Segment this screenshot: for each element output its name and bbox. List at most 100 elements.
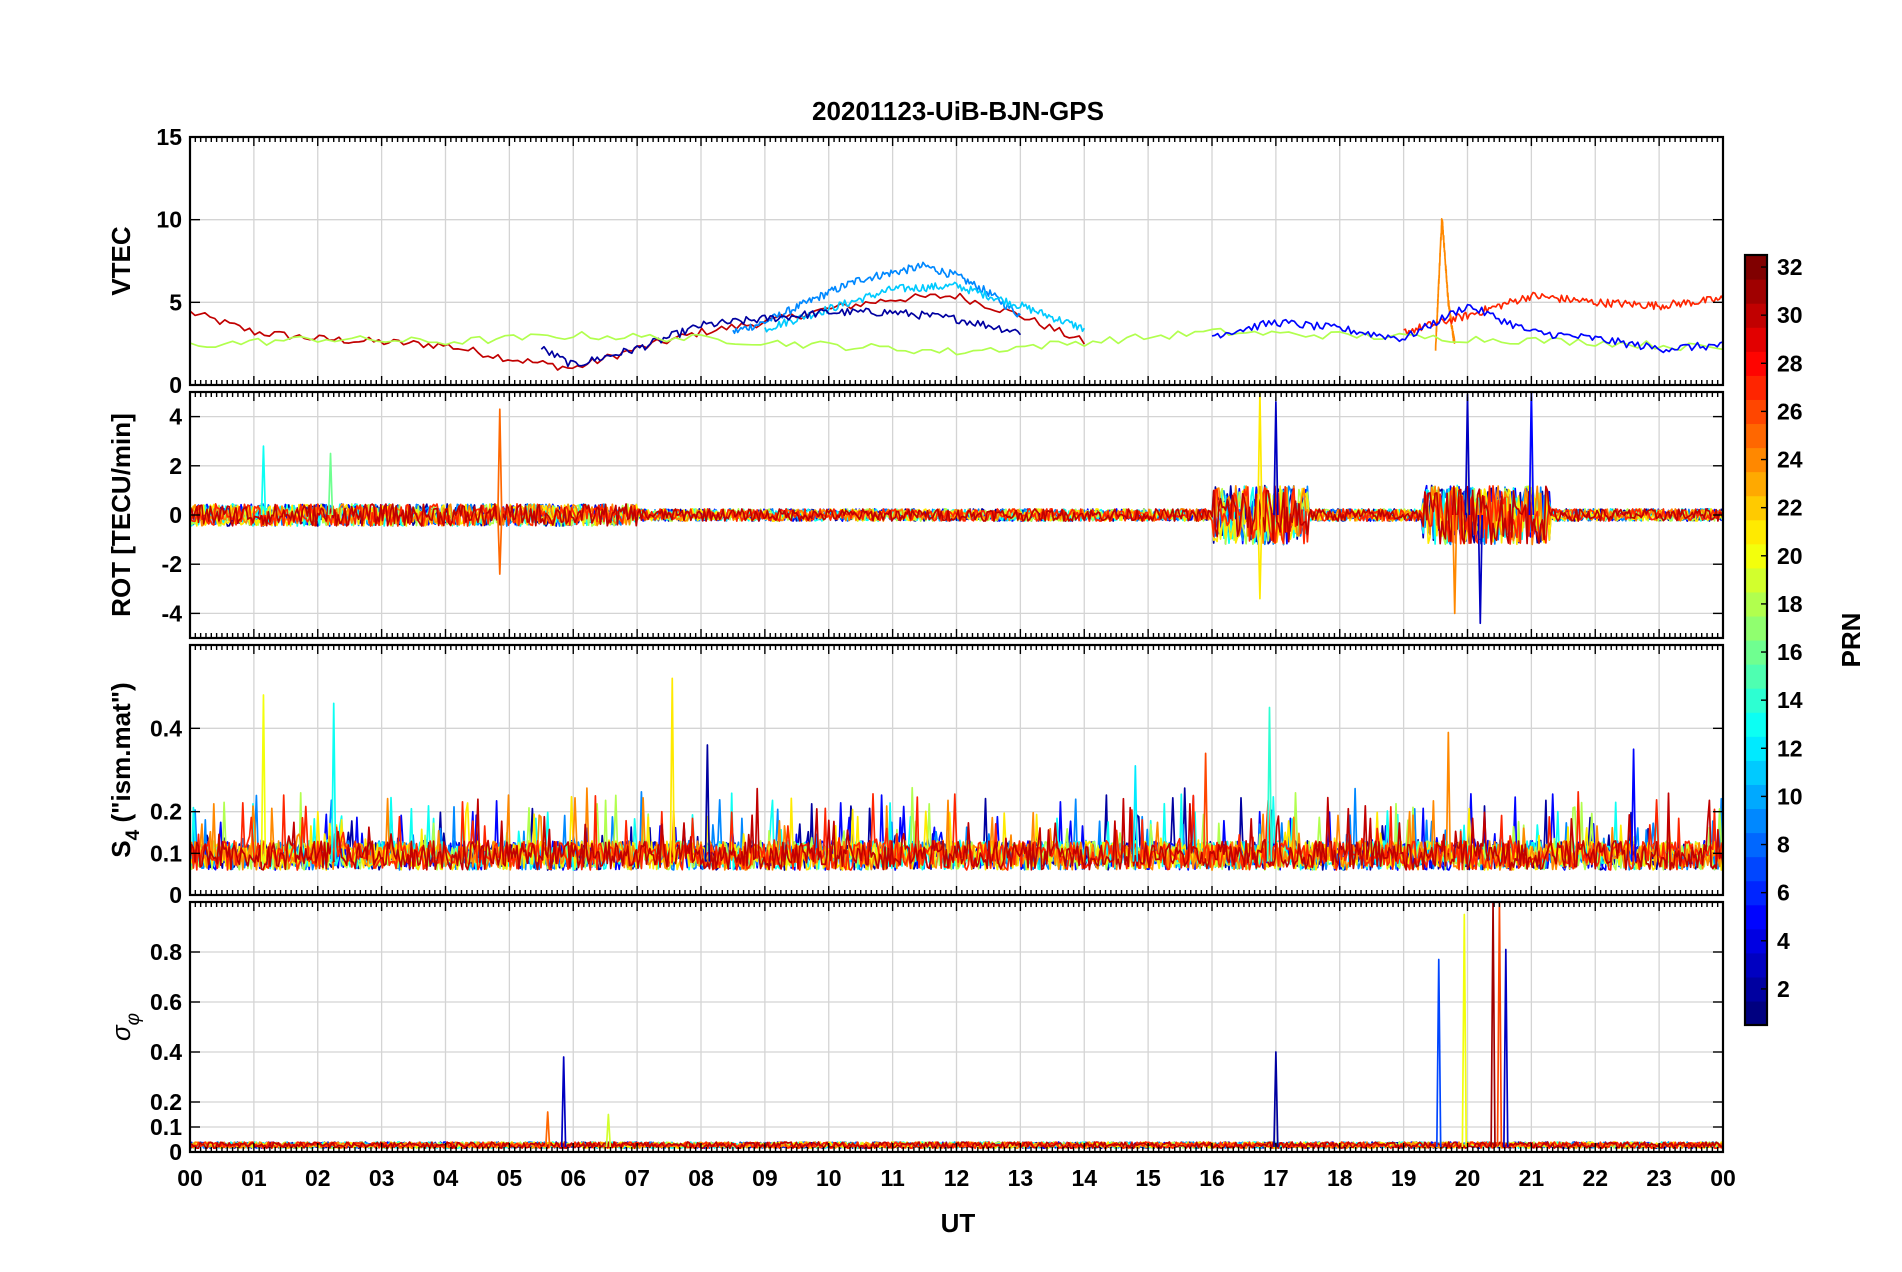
colorbar-swatch [1745, 375, 1767, 400]
colorbar-swatch [1745, 423, 1767, 449]
y-axis-label-sigma: σφ [106, 1013, 144, 1041]
rot-spike-prn-21 [1257, 392, 1263, 516]
colorbar-tick-label: 14 [1777, 687, 1803, 713]
sigma-spike-prn-26 [1496, 902, 1503, 1148]
s4-spike-prn-24 [1445, 731, 1452, 862]
rot-spike-prn-5 [1528, 392, 1535, 516]
y-tick-label-sigma: 0.1 [150, 1114, 182, 1140]
y-tick-label-s4: 0 [169, 882, 182, 908]
y-axis-label-s4: S4 ("ism.mat") [106, 682, 144, 857]
x-tick-label: 17 [1263, 1165, 1289, 1191]
chart-title: 20201123-UiB-BJN-GPS [812, 96, 1104, 126]
s4-spike-prn-5 [1630, 748, 1637, 862]
s4-spike-prn-13 [330, 702, 337, 862]
x-tick-label: 01 [241, 1165, 267, 1191]
traces-s4 [190, 677, 1723, 871]
x-tick-label: 23 [1646, 1165, 1672, 1191]
colorbar-swatch [1745, 640, 1767, 665]
y-tick-label-rot: -2 [162, 551, 182, 577]
colorbar-swatch [1745, 976, 1767, 1002]
y-tick-label-sigma: 0.2 [150, 1089, 182, 1115]
colorbar-swatch [1745, 784, 1767, 810]
sigma-spike-prn-19 [605, 1113, 612, 1148]
x-tick-label: 05 [497, 1165, 523, 1191]
sigma-spike-prn-25 [544, 1111, 551, 1148]
x-tick-label: 22 [1582, 1165, 1608, 1191]
colorbar-swatch [1745, 255, 1767, 280]
colorbar-tick-label: 20 [1777, 543, 1803, 569]
rot-spike-prn-25 [497, 408, 503, 516]
rot-spike-prn-25 [497, 514, 503, 575]
colorbar-swatch [1745, 303, 1767, 328]
x-tick-label: 21 [1519, 1165, 1545, 1191]
rot-spike-prn-24 [1451, 514, 1458, 615]
s4-spike-prn-14 [1266, 706, 1273, 862]
x-tick-label: 16 [1199, 1165, 1225, 1191]
y-tick-label-sigma: 0.4 [150, 1039, 182, 1065]
s4-spike-prn-2 [704, 744, 711, 862]
y-tick-label-rot: 4 [169, 404, 182, 430]
colorbar-swatch [1745, 327, 1767, 352]
colorbar-swatch [1745, 952, 1767, 978]
colorbar-tick-label: 18 [1777, 591, 1803, 617]
y-tick-label-rot: 2 [169, 453, 182, 479]
colorbar-swatch [1745, 1000, 1767, 1026]
x-tick-label: 15 [1135, 1165, 1161, 1191]
vtec-series-prn-5 [1211, 303, 1723, 354]
y-tick-label-vtec: 15 [156, 124, 182, 150]
sigma-spike-prn-31 [1490, 902, 1496, 1148]
x-tick-label: 14 [1071, 1165, 1097, 1191]
y-tick-label-vtec: 10 [156, 207, 182, 233]
rot-spike-prn-16 [327, 452, 334, 516]
x-tick-label: 00 [177, 1165, 203, 1191]
s4-spike-prn-21 [669, 677, 676, 862]
x-tick-label: 20 [1455, 1165, 1481, 1191]
colorbar-swatch [1745, 856, 1767, 882]
colorbar-tick-label: 30 [1777, 302, 1803, 328]
rot-spike-prn-3 [1477, 514, 1484, 625]
y-tick-label-s4: 0.1 [150, 840, 182, 866]
colorbar-swatch [1745, 279, 1767, 304]
traces-vtec [190, 218, 1723, 371]
s4-noise-prn-30 [190, 787, 1723, 871]
sigma-spike-prn-3 [560, 1056, 567, 1148]
colorbar-swatch [1745, 543, 1767, 569]
rot-spike-prn-21 [1257, 514, 1263, 600]
colorbar-swatch [1745, 688, 1767, 713]
colorbar-swatch [1745, 808, 1767, 834]
y-tick-label-vtec: 5 [169, 289, 182, 315]
colorbar-tick-label: 26 [1777, 398, 1803, 424]
x-tick-label: 07 [624, 1165, 650, 1191]
y-axis-label-rest: ("ism.mat") [106, 682, 136, 829]
colorbar-swatch [1745, 519, 1767, 545]
x-tick-label: 11 [880, 1165, 905, 1191]
colorbar-tick-label: 28 [1777, 350, 1803, 376]
sigma-spike-prn-3 [1503, 948, 1509, 1148]
y-axis-label-sub: φ [123, 1013, 144, 1025]
colorbar-swatch [1745, 447, 1767, 473]
x-tick-label: 19 [1391, 1165, 1417, 1191]
colorbar-tick-label: 2 [1777, 976, 1790, 1002]
vtec-series-prn-11 [764, 281, 1086, 333]
x-tick-label: 00 [1710, 1165, 1736, 1191]
y-tick-label-rot: 0 [169, 502, 182, 528]
x-axis-label: UT [941, 1208, 976, 1238]
y-tick-label-sigma: 0.6 [150, 989, 182, 1015]
s4-spike-prn-26 [1202, 752, 1209, 862]
colorbar-swatch [1745, 880, 1767, 906]
rot-spike-prn-13 [260, 445, 267, 516]
panel-vtec: 0 5 10 15 VTEC [106, 124, 1725, 398]
colorbar-swatch [1745, 832, 1767, 858]
panel-rot: -4 -2 0 2 4 ROT [TECU/min] [106, 390, 1725, 640]
colorbar-tick-label: 10 [1777, 783, 1803, 809]
rot-noise-prn-24 [190, 484, 1723, 546]
y-axis-label-vtec: VTEC [106, 226, 136, 296]
vtec-series-prn-18 [190, 327, 1723, 356]
y-axis-label-sub: 4 [123, 829, 144, 840]
colorbar-swatch [1745, 760, 1767, 785]
colorbar-frame [1743, 253, 1769, 1027]
panel-s4: 00.10.20.4S4 ("ism.mat") [106, 643, 1725, 908]
colorbar-swatch [1745, 471, 1767, 497]
